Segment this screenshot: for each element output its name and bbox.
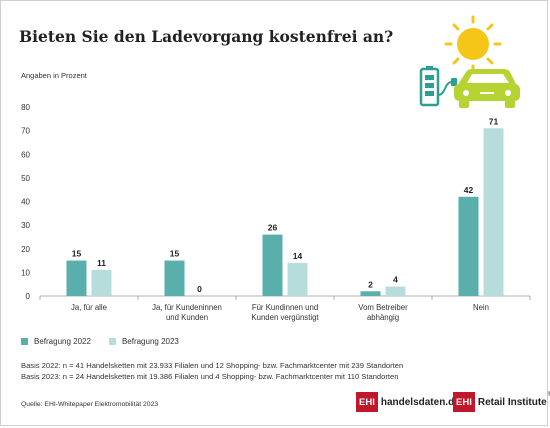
data-label: 15: [72, 249, 82, 259]
legend-item-2022: Befragung 2022: [21, 337, 91, 346]
bar-2022: [164, 260, 185, 296]
y-tick-label: 80: [21, 103, 30, 112]
legend-label-2023: Befragung 2023: [121, 337, 179, 346]
y-tick-label: 20: [21, 245, 30, 254]
legend-label-2022: Befragung 2022: [34, 337, 91, 346]
data-label: 14: [293, 251, 303, 261]
bar-2023: [287, 262, 308, 296]
data-label: 26: [268, 223, 278, 233]
x-category-label: und Kunden: [166, 313, 208, 322]
y-tick-label: 60: [21, 150, 30, 159]
basis-note: Basis 2022: n = 41 Handelsketten mit 23.…: [21, 361, 403, 382]
source-note: Quelle: EHI-Whitepaper Elektromobilität …: [21, 401, 159, 408]
x-category-label: Nein: [473, 303, 489, 312]
x-category-label: Für Kundinnen und: [252, 303, 318, 312]
bar-2022: [262, 234, 283, 296]
y-tick-label: 70: [21, 127, 30, 136]
y-tick-label: 10: [21, 268, 30, 277]
bar-2023: [483, 128, 504, 296]
y-tick-label: 40: [21, 198, 30, 207]
data-label: 71: [489, 116, 499, 126]
plug-icon: [437, 78, 457, 96]
chart-subtitle: Angaben in Prozent: [21, 71, 87, 80]
logo-handelsdaten-box: EHI: [356, 392, 378, 412]
basis-line-2023: Basis 2023: n = 24 Handelsketten mit 19.…: [21, 371, 399, 381]
sun-icon: [444, 15, 502, 73]
battery-icon: [419, 66, 440, 107]
logo-retail-institute: EHI Retail Institute ®: [453, 392, 550, 412]
legend-swatch-2022: [21, 338, 28, 345]
legend-item-2023: Befragung 2023: [108, 337, 179, 346]
logo-registered-mark: ®: [547, 392, 550, 398]
x-category-label: Kunden vergünstigt: [251, 313, 319, 322]
bar-2023: [385, 286, 406, 296]
car-icon: [454, 69, 520, 108]
logo-retail-institute-box: EHI: [453, 392, 475, 412]
logo-retail-institute-text: Retail Institute: [477, 396, 547, 408]
data-label: 15: [170, 249, 180, 259]
data-label: 0: [197, 284, 202, 294]
bar-2023: [91, 270, 112, 296]
data-label: 4: [393, 275, 398, 285]
logo-handelsdaten: EHI handelsdaten.de: [356, 392, 460, 412]
basis-line-2022: Basis 2022: n = 41 Handelsketten mit 23.…: [21, 361, 404, 370]
y-tick-label: 50: [21, 174, 30, 183]
data-label: 11: [97, 258, 106, 268]
bar-2022: [360, 291, 381, 296]
legend-swatch-2023: [108, 338, 116, 345]
y-tick-label: 30: [21, 221, 30, 230]
logo-handelsdaten-text: handelsdaten.de: [380, 396, 460, 408]
x-category-label: Vom Betreiber: [358, 303, 408, 312]
data-label: 42: [464, 185, 474, 195]
chart-title: Bieten Sie den Ladevorgang kostenfrei an…: [19, 27, 394, 46]
x-category-label: Ja, für Kundeninnen: [152, 303, 222, 312]
data-label: 2: [368, 279, 373, 289]
x-category-label: abhängig: [367, 313, 399, 322]
x-category-label: Ja, für alle: [71, 303, 107, 312]
bar-2022: [66, 260, 87, 296]
legend: Befragung 2022 Befragung 2023: [21, 337, 179, 346]
bar-2022: [458, 196, 479, 296]
y-tick-label: 0: [26, 292, 31, 301]
